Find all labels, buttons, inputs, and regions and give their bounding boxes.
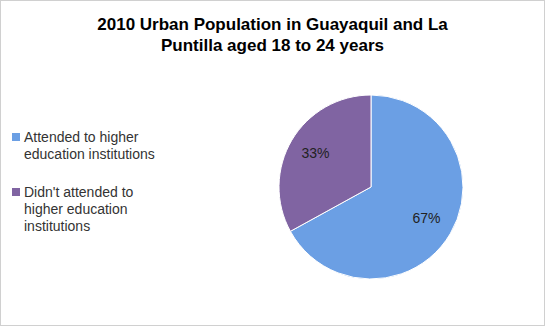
legend-entry: Didn't attended tohigher educationinstit… bbox=[12, 184, 134, 234]
text-line: institutions bbox=[24, 218, 90, 234]
title: 2010 Urban Population in Guayaquil and L… bbox=[97, 15, 448, 55]
text-line: 2010 Urban Population in Guayaquil and L… bbox=[97, 15, 448, 34]
pie-slice bbox=[279, 95, 371, 231]
legend-label: Didn't attended tohigher educationinstit… bbox=[24, 184, 134, 234]
legend-swatch bbox=[12, 188, 20, 196]
chart: 2010 Urban Population in Guayaquil and L… bbox=[0, 0, 545, 326]
text-line: higher education bbox=[24, 201, 128, 217]
text-line: Puntilla aged 18 to 24 years bbox=[161, 36, 384, 55]
data-label: 33% bbox=[302, 145, 330, 161]
text-line: Attended to higher bbox=[24, 129, 139, 145]
text-line: education institutions bbox=[24, 146, 155, 162]
data-label: 67% bbox=[412, 210, 440, 226]
legend-entry: Attended to highereducation institutions bbox=[12, 129, 155, 162]
pie bbox=[279, 95, 463, 279]
legend-swatch bbox=[12, 133, 20, 141]
chart-frame bbox=[1, 1, 545, 326]
text-line: Didn't attended to bbox=[24, 184, 134, 200]
legend-label: Attended to highereducation institutions bbox=[24, 129, 155, 162]
